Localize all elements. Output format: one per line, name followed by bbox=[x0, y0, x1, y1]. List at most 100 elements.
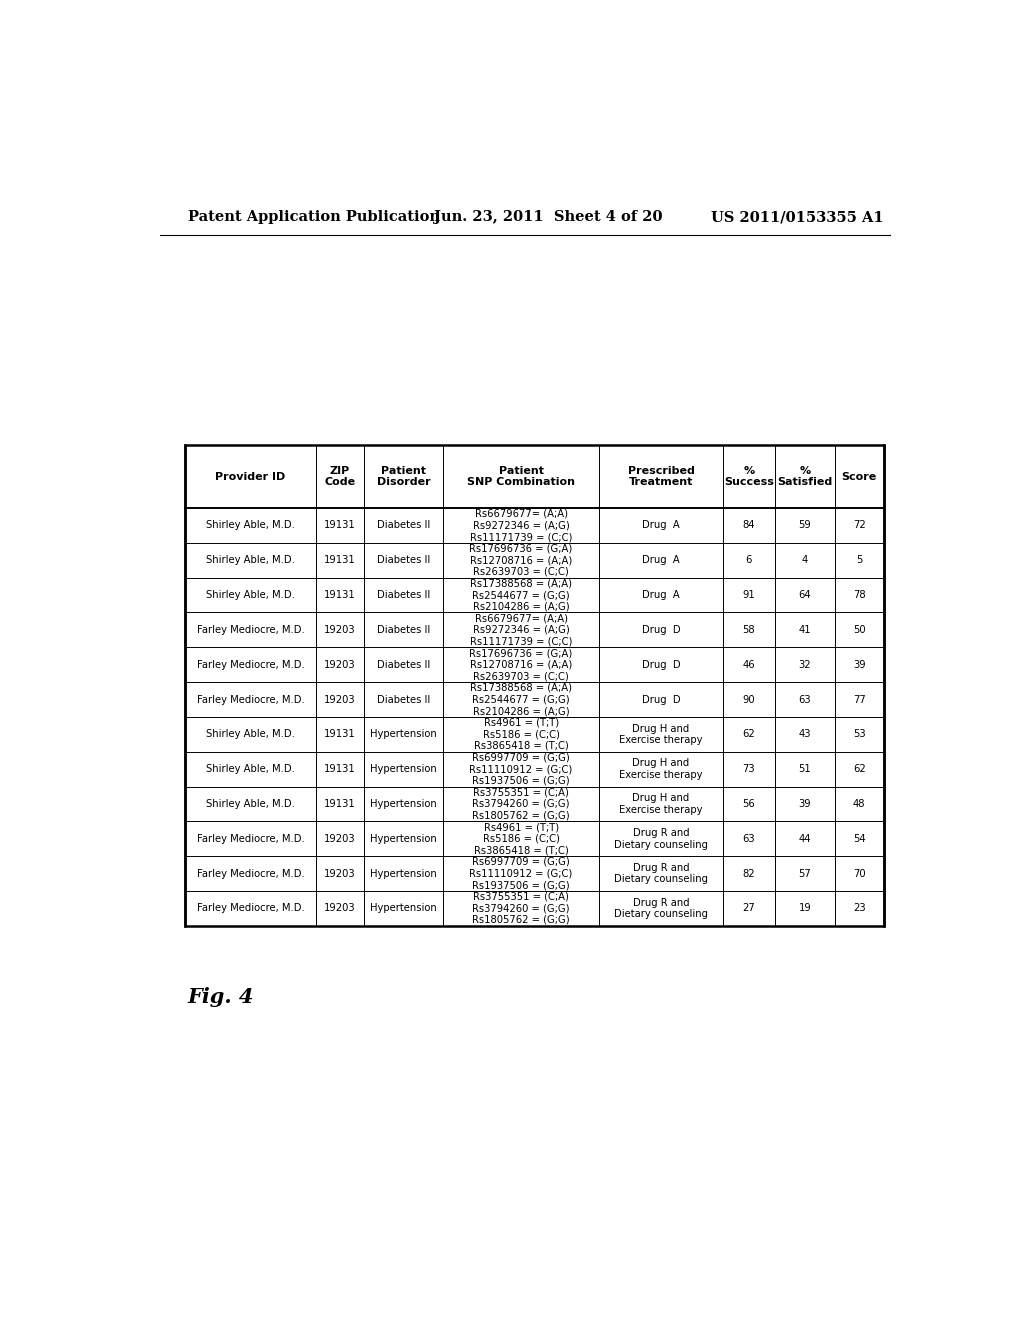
Text: Diabetes II: Diabetes II bbox=[377, 556, 430, 565]
Text: 32: 32 bbox=[799, 660, 811, 669]
Text: 19131: 19131 bbox=[325, 520, 356, 531]
Text: Rs6679677= (A;A)
Rs9272346 = (A;G)
Rs11171739 = (C;C): Rs6679677= (A;A) Rs9272346 = (A;G) Rs111… bbox=[470, 614, 572, 647]
Text: Hypertension: Hypertension bbox=[371, 730, 437, 739]
Text: 39: 39 bbox=[799, 799, 811, 809]
Text: 39: 39 bbox=[853, 660, 865, 669]
Text: Diabetes II: Diabetes II bbox=[377, 660, 430, 669]
Text: 19203: 19203 bbox=[325, 624, 356, 635]
Text: Drug R and
Dietary counseling: Drug R and Dietary counseling bbox=[614, 863, 708, 884]
Text: 82: 82 bbox=[742, 869, 755, 879]
Text: Drug R and
Dietary counseling: Drug R and Dietary counseling bbox=[614, 828, 708, 850]
Text: 72: 72 bbox=[853, 520, 865, 531]
Text: %
Satisfied: % Satisfied bbox=[777, 466, 833, 487]
Text: 51: 51 bbox=[799, 764, 811, 774]
Text: 64: 64 bbox=[799, 590, 811, 601]
Text: Rs3755351 = (C;A)
Rs3794260 = (G;G)
Rs1805762 = (G;G): Rs3755351 = (C;A) Rs3794260 = (G;G) Rs18… bbox=[472, 787, 570, 821]
Text: Drug  A: Drug A bbox=[642, 556, 680, 565]
Text: Shirley Able, M.D.: Shirley Able, M.D. bbox=[206, 520, 295, 531]
Text: Rs4961 = (T;T)
Rs5186 = (C;C)
Rs3865418 = (T;C): Rs4961 = (T;T) Rs5186 = (C;C) Rs3865418 … bbox=[474, 822, 568, 855]
Text: Rs6679677= (A;A)
Rs9272346 = (A;G)
Rs11171739 = (C;C): Rs6679677= (A;A) Rs9272346 = (A;G) Rs111… bbox=[470, 508, 572, 543]
Text: Shirley Able, M.D.: Shirley Able, M.D. bbox=[206, 799, 295, 809]
Text: 63: 63 bbox=[799, 694, 811, 705]
Text: 6: 6 bbox=[745, 556, 752, 565]
Text: %
Success: % Success bbox=[724, 466, 774, 487]
Text: 43: 43 bbox=[799, 730, 811, 739]
Text: 73: 73 bbox=[742, 764, 755, 774]
Text: Farley Mediocre, M.D.: Farley Mediocre, M.D. bbox=[197, 660, 304, 669]
Text: Drug  D: Drug D bbox=[642, 660, 680, 669]
Text: Patient
SNP Combination: Patient SNP Combination bbox=[467, 466, 575, 487]
Text: 41: 41 bbox=[799, 624, 811, 635]
Text: 4: 4 bbox=[802, 556, 808, 565]
Text: Rs3755351 = (C;A)
Rs3794260 = (G;G)
Rs1805762 = (G;G): Rs3755351 = (C;A) Rs3794260 = (G;G) Rs18… bbox=[472, 892, 570, 925]
Text: Hypertension: Hypertension bbox=[371, 869, 437, 879]
Text: Drug  A: Drug A bbox=[642, 520, 680, 531]
Text: Shirley Able, M.D.: Shirley Able, M.D. bbox=[206, 556, 295, 565]
Text: Fig. 4: Fig. 4 bbox=[187, 987, 254, 1007]
Text: 63: 63 bbox=[742, 834, 755, 843]
Text: Rs6997709 = (G;G)
Rs11110912 = (G;C)
Rs1937506 = (G;G): Rs6997709 = (G;G) Rs11110912 = (G;C) Rs1… bbox=[469, 752, 572, 785]
Text: 19131: 19131 bbox=[325, 799, 356, 809]
Text: Farley Mediocre, M.D.: Farley Mediocre, M.D. bbox=[197, 869, 304, 879]
Text: 19: 19 bbox=[799, 903, 811, 913]
Text: 58: 58 bbox=[742, 624, 755, 635]
Text: 5: 5 bbox=[856, 556, 862, 565]
Text: 90: 90 bbox=[742, 694, 755, 705]
Text: Farley Mediocre, M.D.: Farley Mediocre, M.D. bbox=[197, 903, 304, 913]
Text: 77: 77 bbox=[853, 694, 865, 705]
Text: Drug  D: Drug D bbox=[642, 624, 680, 635]
Text: Patent Application Publication: Patent Application Publication bbox=[187, 210, 439, 224]
Text: 19131: 19131 bbox=[325, 556, 356, 565]
Text: Farley Mediocre, M.D.: Farley Mediocre, M.D. bbox=[197, 834, 304, 843]
Text: 48: 48 bbox=[853, 799, 865, 809]
Bar bbox=[185, 445, 884, 925]
Text: Hypertension: Hypertension bbox=[371, 764, 437, 774]
Text: Hypertension: Hypertension bbox=[371, 903, 437, 913]
Text: Jun. 23, 2011  Sheet 4 of 20: Jun. 23, 2011 Sheet 4 of 20 bbox=[433, 210, 663, 224]
Text: Diabetes II: Diabetes II bbox=[377, 624, 430, 635]
Text: 19203: 19203 bbox=[325, 694, 356, 705]
Text: Score: Score bbox=[842, 471, 877, 482]
Text: 19203: 19203 bbox=[325, 903, 356, 913]
Text: Rs17696736 = (G;A)
Rs12708716 = (A;A)
Rs2639703 = (C;C): Rs17696736 = (G;A) Rs12708716 = (A;A) Rs… bbox=[469, 648, 572, 681]
Text: 19203: 19203 bbox=[325, 869, 356, 879]
Text: Drug  A: Drug A bbox=[642, 590, 680, 601]
Text: Patient
Disorder: Patient Disorder bbox=[377, 466, 430, 487]
Text: Prescribed
Treatment: Prescribed Treatment bbox=[628, 466, 694, 487]
Text: 19131: 19131 bbox=[325, 764, 356, 774]
Text: 23: 23 bbox=[853, 903, 865, 913]
Text: US 2011/0153355 A1: US 2011/0153355 A1 bbox=[712, 210, 884, 224]
Text: 84: 84 bbox=[742, 520, 755, 531]
Text: Drug  D: Drug D bbox=[642, 694, 680, 705]
Text: 91: 91 bbox=[742, 590, 755, 601]
Text: 78: 78 bbox=[853, 590, 865, 601]
Text: 62: 62 bbox=[853, 764, 865, 774]
Text: Drug H and
Exercise therapy: Drug H and Exercise therapy bbox=[620, 758, 702, 780]
Text: Shirley Able, M.D.: Shirley Able, M.D. bbox=[206, 764, 295, 774]
Text: Rs4961 = (T;T)
Rs5186 = (C;C)
Rs3865418 = (T;C): Rs4961 = (T;T) Rs5186 = (C;C) Rs3865418 … bbox=[474, 718, 568, 751]
Text: 62: 62 bbox=[742, 730, 755, 739]
Text: 50: 50 bbox=[853, 624, 865, 635]
Text: Shirley Able, M.D.: Shirley Able, M.D. bbox=[206, 730, 295, 739]
Text: Rs6997709 = (G;G)
Rs11110912 = (G;C)
Rs1937506 = (G;G): Rs6997709 = (G;G) Rs11110912 = (G;C) Rs1… bbox=[469, 857, 572, 890]
Text: Hypertension: Hypertension bbox=[371, 799, 437, 809]
Text: Farley Mediocre, M.D.: Farley Mediocre, M.D. bbox=[197, 624, 304, 635]
Text: Provider ID: Provider ID bbox=[215, 471, 286, 482]
Text: 19203: 19203 bbox=[325, 660, 356, 669]
Text: Shirley Able, M.D.: Shirley Able, M.D. bbox=[206, 590, 295, 601]
Text: ZIP
Code: ZIP Code bbox=[325, 466, 355, 487]
Text: Drug H and
Exercise therapy: Drug H and Exercise therapy bbox=[620, 723, 702, 744]
Text: Diabetes II: Diabetes II bbox=[377, 520, 430, 531]
Text: Rs17696736 = (G;A)
Rs12708716 = (A;A)
Rs2639703 = (C;C): Rs17696736 = (G;A) Rs12708716 = (A;A) Rs… bbox=[469, 544, 572, 577]
Text: 53: 53 bbox=[853, 730, 865, 739]
Text: Rs17388568 = (A;A)
Rs2544677 = (G;G)
Rs2104286 = (A;G): Rs17388568 = (A;A) Rs2544677 = (G;G) Rs2… bbox=[470, 682, 572, 717]
Text: 54: 54 bbox=[853, 834, 865, 843]
Text: 70: 70 bbox=[853, 869, 865, 879]
Text: 27: 27 bbox=[742, 903, 755, 913]
Text: 19203: 19203 bbox=[325, 834, 356, 843]
Text: Drug R and
Dietary counseling: Drug R and Dietary counseling bbox=[614, 898, 708, 919]
Text: Farley Mediocre, M.D.: Farley Mediocre, M.D. bbox=[197, 694, 304, 705]
Text: 46: 46 bbox=[742, 660, 755, 669]
Text: 56: 56 bbox=[742, 799, 755, 809]
Text: Diabetes II: Diabetes II bbox=[377, 590, 430, 601]
